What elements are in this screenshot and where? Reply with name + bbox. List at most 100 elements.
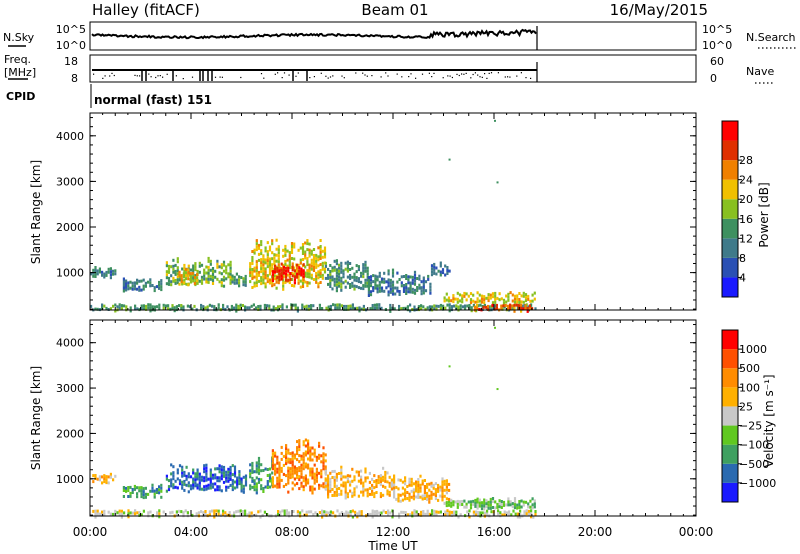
echo-cell: [253, 479, 256, 483]
echo-cell: [329, 486, 332, 490]
echo-cell: [516, 300, 519, 304]
echo-cell: [505, 300, 508, 304]
echo-cell: [362, 490, 365, 494]
echo-cell: [276, 479, 279, 483]
echo-cell: [266, 280, 269, 284]
nave-dot: [102, 77, 104, 79]
echo-cell: [280, 445, 283, 449]
echo-cell: [372, 280, 375, 284]
echo-cell: [345, 513, 348, 517]
echo-cell: [286, 258, 289, 262]
echo-cell: [379, 483, 382, 487]
echo-cell: [207, 280, 210, 284]
echo-cell: [187, 264, 190, 268]
echo-cell: [309, 458, 312, 462]
echo-cell: [374, 283, 377, 287]
echo-cell: [105, 270, 108, 274]
echo-cell: [399, 478, 402, 482]
echo-cell: [408, 477, 411, 481]
echo-cell: [476, 300, 479, 304]
echo-cell: [287, 278, 290, 282]
echo-cell: [429, 288, 432, 292]
echo-cell: [149, 284, 152, 288]
echo-cell: [362, 487, 365, 491]
echo-cell: [142, 509, 145, 513]
echo-cell: [238, 470, 241, 474]
echo-cell: [335, 286, 338, 290]
echo-cell: [290, 257, 294, 260]
echo-cell: [294, 303, 297, 307]
echo-cell: [450, 299, 453, 303]
echo-cell: [469, 298, 473, 302]
echo-cell: [266, 256, 269, 260]
echo-cell: [249, 262, 252, 266]
echo-cell: [291, 268, 294, 272]
echo-cell: [310, 273, 313, 277]
echo-cell: [277, 281, 280, 285]
echo-cell: [422, 510, 425, 513]
echo-cell: [376, 284, 379, 288]
echo-cell: [448, 158, 451, 161]
echo-cell: [202, 305, 205, 309]
echo-cell: [456, 502, 459, 506]
echo-cell: [382, 493, 385, 497]
echo-cell: [324, 469, 327, 473]
echo-cell: [349, 480, 352, 484]
echo-cell: [277, 245, 280, 249]
nave-dot: [366, 75, 368, 77]
echo-cell: [315, 479, 318, 483]
echo-cell: [417, 513, 420, 517]
echo-cell: [444, 513, 447, 517]
y-tick-label: 3000: [56, 175, 84, 188]
echo-cell: [380, 511, 383, 515]
echo-cell: [340, 489, 343, 493]
echo-cell: [253, 488, 256, 492]
echo-cell: [125, 489, 128, 493]
echo-cell: [311, 488, 314, 492]
echo-cell: [413, 273, 417, 277]
echo-cell: [411, 511, 414, 515]
echo-cell: [268, 281, 272, 285]
echo-cell: [196, 276, 199, 280]
echo-cell: [273, 262, 276, 266]
echo-cell: [466, 304, 469, 308]
echo-cell: [293, 242, 296, 246]
echo-cell: [509, 303, 512, 307]
echo-cell: [516, 506, 519, 510]
colorbar-tick-label: 12: [739, 232, 753, 245]
echo-cell: [362, 275, 365, 279]
echo-cell: [304, 477, 307, 481]
echo-cell: [98, 512, 101, 516]
echo-cell: [382, 475, 385, 479]
echo-cell: [229, 278, 232, 282]
echo-cell: [287, 475, 290, 479]
nave-dot: [263, 77, 265, 79]
echo-cell: [235, 303, 238, 307]
echo-cell: [260, 264, 263, 268]
echo-cell: [448, 482, 451, 486]
echo-cell: [203, 488, 206, 492]
echo-cell: [369, 290, 373, 294]
echo-cell: [310, 276, 313, 280]
echo-cell: [211, 279, 215, 282]
echo-cell: [278, 473, 281, 477]
echo-cell: [469, 301, 473, 305]
echo-cell: [345, 304, 348, 308]
echo-cell: [338, 472, 341, 475]
echo-cell: [235, 281, 238, 285]
echo-cell: [153, 289, 156, 293]
echo-cell: [428, 488, 431, 492]
echo-cell: [250, 304, 253, 308]
echo-cell: [433, 509, 436, 513]
echo-cell: [172, 264, 175, 268]
echo-cell: [203, 271, 206, 275]
echo-cell: [277, 254, 280, 258]
echo-cell: [181, 267, 184, 271]
colorbar-tick-label: 25: [739, 400, 753, 413]
echo-cell: [331, 494, 334, 497]
echo-cell: [453, 513, 456, 517]
nsky-label: N.Sky: [3, 31, 35, 44]
echo-cell: [162, 510, 165, 514]
echo-cell: [395, 497, 398, 501]
colorbar-segment: [722, 425, 738, 445]
